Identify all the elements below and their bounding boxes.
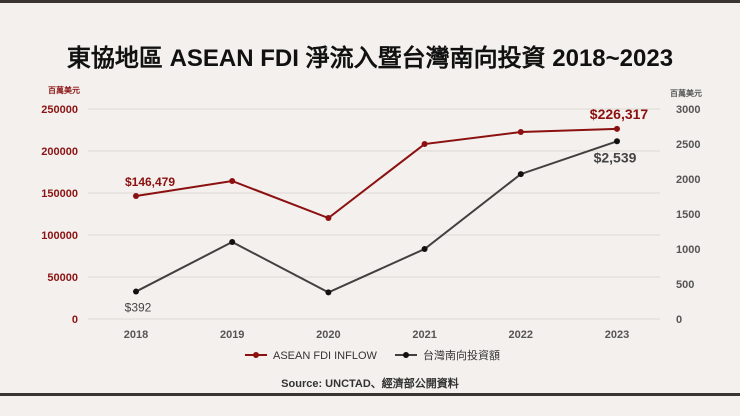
right-tick-label: 3000: [676, 104, 700, 116]
data-label: $392: [125, 301, 152, 315]
right-tick-label: 500: [676, 279, 694, 291]
data-point: [229, 239, 236, 245]
data-point: [325, 289, 332, 296]
right-tick-label: 1000: [676, 244, 700, 256]
right-tick-label: 2000: [676, 174, 700, 186]
data-point: [421, 141, 428, 148]
legend-marker: [403, 352, 409, 358]
right-tick-label: 2500: [676, 139, 700, 151]
legend-marker: [253, 352, 259, 358]
data-point: [614, 125, 620, 132]
right-axis-unit: 百萬美元: [670, 88, 702, 98]
x-tick-label: 2020: [316, 329, 340, 341]
data-label: $226,317: [590, 106, 649, 122]
source-note: Source: UNCTAD、經濟部公開資料: [281, 378, 459, 390]
left-tick-label: 200000: [41, 146, 78, 158]
data-point: [325, 215, 332, 222]
data-point: [229, 177, 236, 184]
series-line-1: [135, 140, 618, 294]
data-label: $2,539: [594, 149, 637, 165]
x-tick-label: 2023: [605, 329, 629, 341]
legend-label: 台灣南向投資額: [423, 348, 500, 362]
data-point: [133, 288, 139, 295]
bottom-border: [0, 393, 740, 396]
series-line-0: [135, 127, 618, 220]
left-tick-label: 50000: [47, 272, 78, 284]
chart-title: 東協地區 ASEAN FDI 淨流入暨台灣南向投資 2018~2023: [66, 45, 674, 72]
right-tick-label: 1500: [676, 209, 700, 221]
left-tick-label: 0: [72, 314, 78, 326]
left-tick-label: 100000: [41, 230, 78, 242]
left-tick-label: 250000: [41, 104, 78, 116]
left-axis-unit: 百萬美元: [48, 85, 80, 95]
data-label: $146,479: [125, 175, 175, 189]
x-tick-label: 2018: [124, 329, 148, 341]
data-point: [517, 171, 524, 178]
legend-label: ASEAN FDI INFLOW: [273, 350, 378, 362]
x-tick-label: 2021: [412, 329, 436, 341]
data-point: [133, 192, 139, 199]
right-tick-label: 0: [676, 314, 682, 326]
x-tick-label: 2019: [220, 329, 244, 341]
left-tick-label: 150000: [41, 188, 78, 200]
top-border: [0, 0, 740, 3]
data-point: [517, 129, 524, 136]
data-point: [421, 246, 428, 252]
data-point: [614, 138, 620, 145]
x-tick-label: 2022: [509, 329, 533, 341]
